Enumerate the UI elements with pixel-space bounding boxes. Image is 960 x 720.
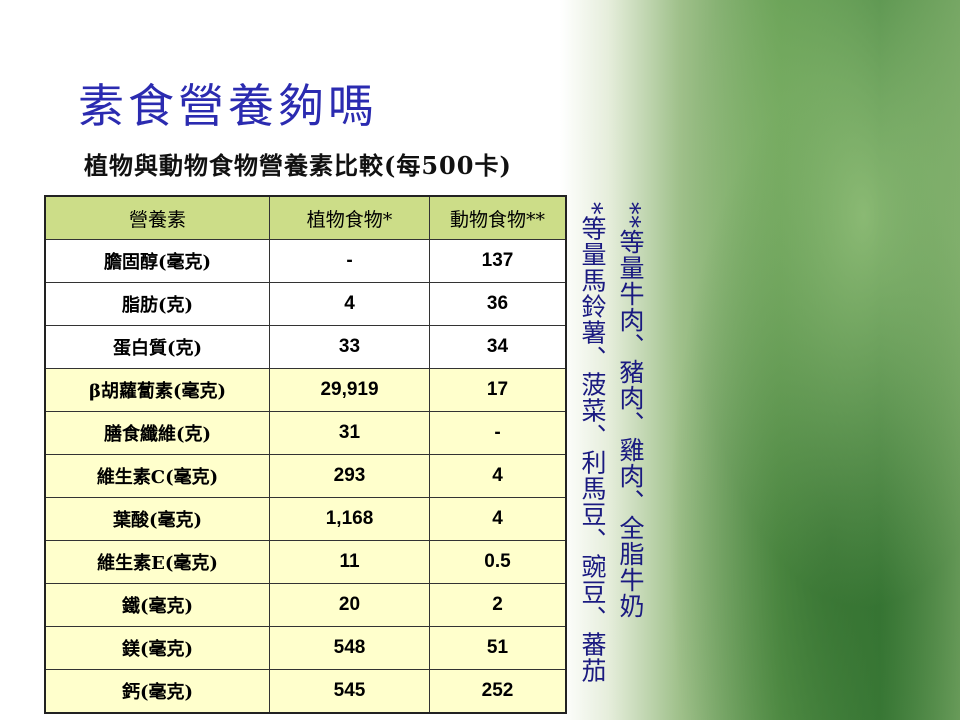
plant-value-cell: 20 (269, 583, 430, 627)
plant-value-cell: 29,919 (269, 368, 430, 412)
plant-value-cell: 293 (269, 454, 430, 498)
nutrient-cell: β胡蘿蔔素(毫克) (44, 368, 270, 412)
plant-value-cell: 11 (269, 540, 430, 584)
slide-subtitle: 植物與動物食物營養素比較(每500卡) (84, 151, 512, 180)
nutrient-cell: 葉酸(毫克) (44, 497, 270, 541)
nutrient-cell: 維生素E(毫克) (44, 540, 270, 584)
note-plant-food: *等量馬鈴薯、菠菜、利馬豆、豌豆、蕃茄 (578, 202, 607, 684)
plant-value-cell: 548 (269, 626, 430, 670)
animal-value-cell: 137 (429, 239, 567, 283)
slide-title: 素食營養夠嗎 (78, 79, 378, 133)
animal-value-cell: 252 (429, 669, 567, 714)
animal-value-cell: 2 (429, 583, 567, 627)
animal-value-cell: - (429, 411, 567, 455)
nutrient-cell: 鈣(毫克) (44, 669, 270, 714)
plant-value-cell: 1,168 (269, 497, 430, 541)
plant-value-cell: 33 (269, 325, 430, 369)
table-row: β胡蘿蔔素(毫克) 29,919 17 (44, 368, 567, 412)
table-header-row: 營養素 植物食物* 動物食物** (44, 195, 567, 240)
nutrient-cell: 鐵(毫克) (44, 583, 270, 627)
nutrient-cell: 蛋白質(克) (44, 325, 270, 369)
plant-value-cell: 545 (269, 669, 430, 714)
lettuce-background-shade (640, 0, 960, 720)
animal-value-cell: 4 (429, 497, 567, 541)
plant-value-cell: - (269, 239, 430, 283)
nutrient-cell: 脂肪(克) (44, 282, 270, 326)
nutrient-cell: 維生素C(毫克) (44, 454, 270, 498)
table-row: 維生素C(毫克) 293 4 (44, 454, 567, 498)
nutrition-comparison-table: 營養素 植物食物* 動物食物** 膽固醇(毫克) -137 脂肪(克) 4 36 蛋白質(… (44, 195, 567, 714)
table-row: 膽固醇(毫克) -137 (44, 239, 567, 283)
table-row: 鐵(毫克) 20 2 (44, 583, 567, 627)
plant-value-cell: 31 (269, 411, 430, 455)
table-row: 維生素E(毫克) 11 0.5 (44, 540, 567, 584)
header-nutrient: 營養素 (44, 195, 270, 240)
note-animal-food: **等量牛肉、豬肉、雞肉、全脂牛奶 (616, 202, 645, 619)
nutrient-cell: 膽固醇(毫克) (44, 239, 270, 283)
header-plant-food: 植物食物* (269, 195, 430, 240)
table-row: 鎂(毫克) 548 51 (44, 626, 567, 670)
plant-value-cell: 4 (269, 282, 430, 326)
animal-value-cell: 51 (429, 626, 567, 670)
animal-value-cell: 17 (429, 368, 567, 412)
animal-value-cell: 36 (429, 282, 567, 326)
table-row: 鈣(毫克) 545 252 (44, 669, 567, 714)
nutrient-cell: 膳食纖維(克) (44, 411, 270, 455)
header-animal-food: 動物食物** (429, 195, 567, 240)
table-row: 葉酸(毫克) 1,168 4 (44, 497, 567, 541)
table-row: 膳食纖維(克) 31- (44, 411, 567, 455)
animal-value-cell: 4 (429, 454, 567, 498)
nutrient-cell: 鎂(毫克) (44, 626, 270, 670)
table-row: 脂肪(克) 4 36 (44, 282, 567, 326)
animal-value-cell: 0.5 (429, 540, 567, 584)
table-row: 蛋白質(克) 33 34 (44, 325, 567, 369)
animal-value-cell: 34 (429, 325, 567, 369)
